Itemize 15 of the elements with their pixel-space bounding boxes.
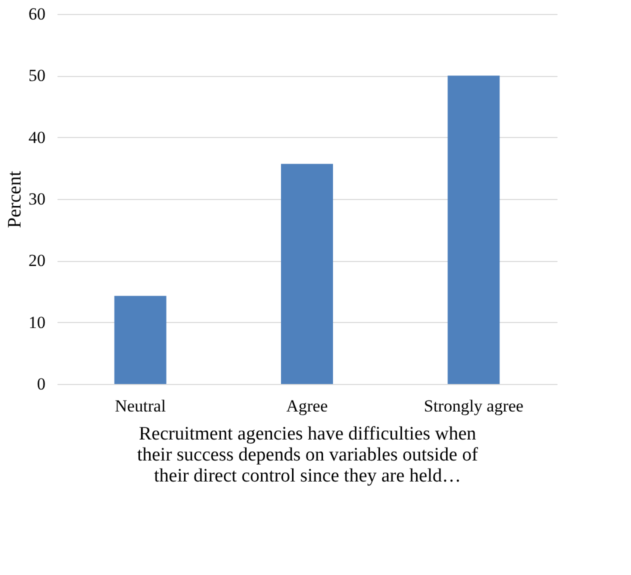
x-tick-label: Neutral	[114, 396, 166, 416]
bar	[114, 296, 166, 384]
y-tick-label: 60	[28, 4, 46, 24]
bar	[281, 164, 333, 384]
y-tick-label: 10	[28, 312, 46, 332]
x-axis-title: Recruitment agencies have difficulties when their success depends on variables outside of their direct control since they are held…	[137, 424, 479, 486]
y-tick-label: 0	[37, 374, 46, 394]
y-tick-label: 20	[28, 251, 46, 270]
y-tick-label: 50	[28, 66, 46, 86]
y-tick-label: 30	[28, 190, 46, 208]
bar	[448, 76, 500, 384]
x-tick-label: Strongly agree	[424, 396, 524, 416]
x-tick-label: Agree	[286, 396, 328, 416]
y-axis-title: Percent	[4, 170, 26, 228]
y-tick-label: 40	[28, 128, 46, 147]
